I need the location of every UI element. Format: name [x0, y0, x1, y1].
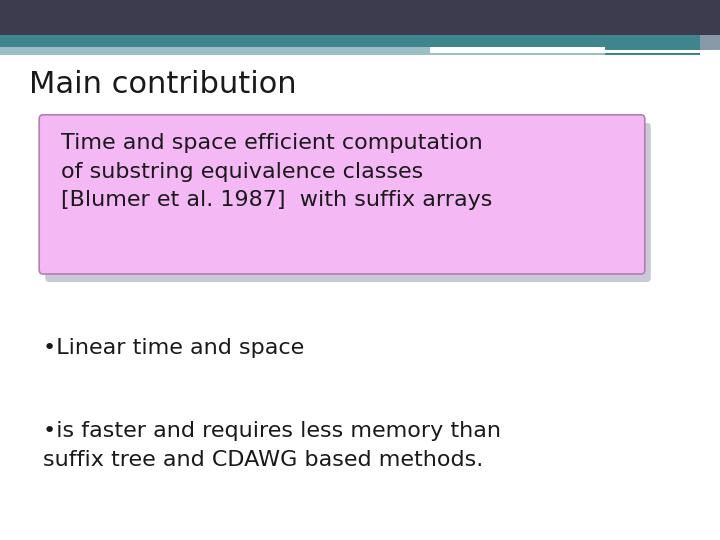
Bar: [700, 35, 720, 50]
Bar: [430, 49, 700, 55]
Bar: [605, 50, 700, 53]
Text: Time and space efficient computation
of substring equivalence classes
[Blumer et: Time and space efficient computation of …: [61, 133, 492, 211]
Text: •is faster and requires less memory than
suffix tree and CDAWG based methods.: •is faster and requires less memory than…: [43, 421, 501, 470]
Text: •Linear time and space: •Linear time and space: [43, 338, 305, 357]
Bar: [430, 49, 605, 53]
FancyBboxPatch shape: [39, 115, 645, 274]
Bar: [0, 47, 430, 55]
Bar: [0, 35, 720, 47]
FancyBboxPatch shape: [45, 123, 651, 282]
Bar: [605, 47, 700, 55]
Bar: [0, 0, 720, 35]
Text: Main contribution: Main contribution: [29, 70, 297, 99]
